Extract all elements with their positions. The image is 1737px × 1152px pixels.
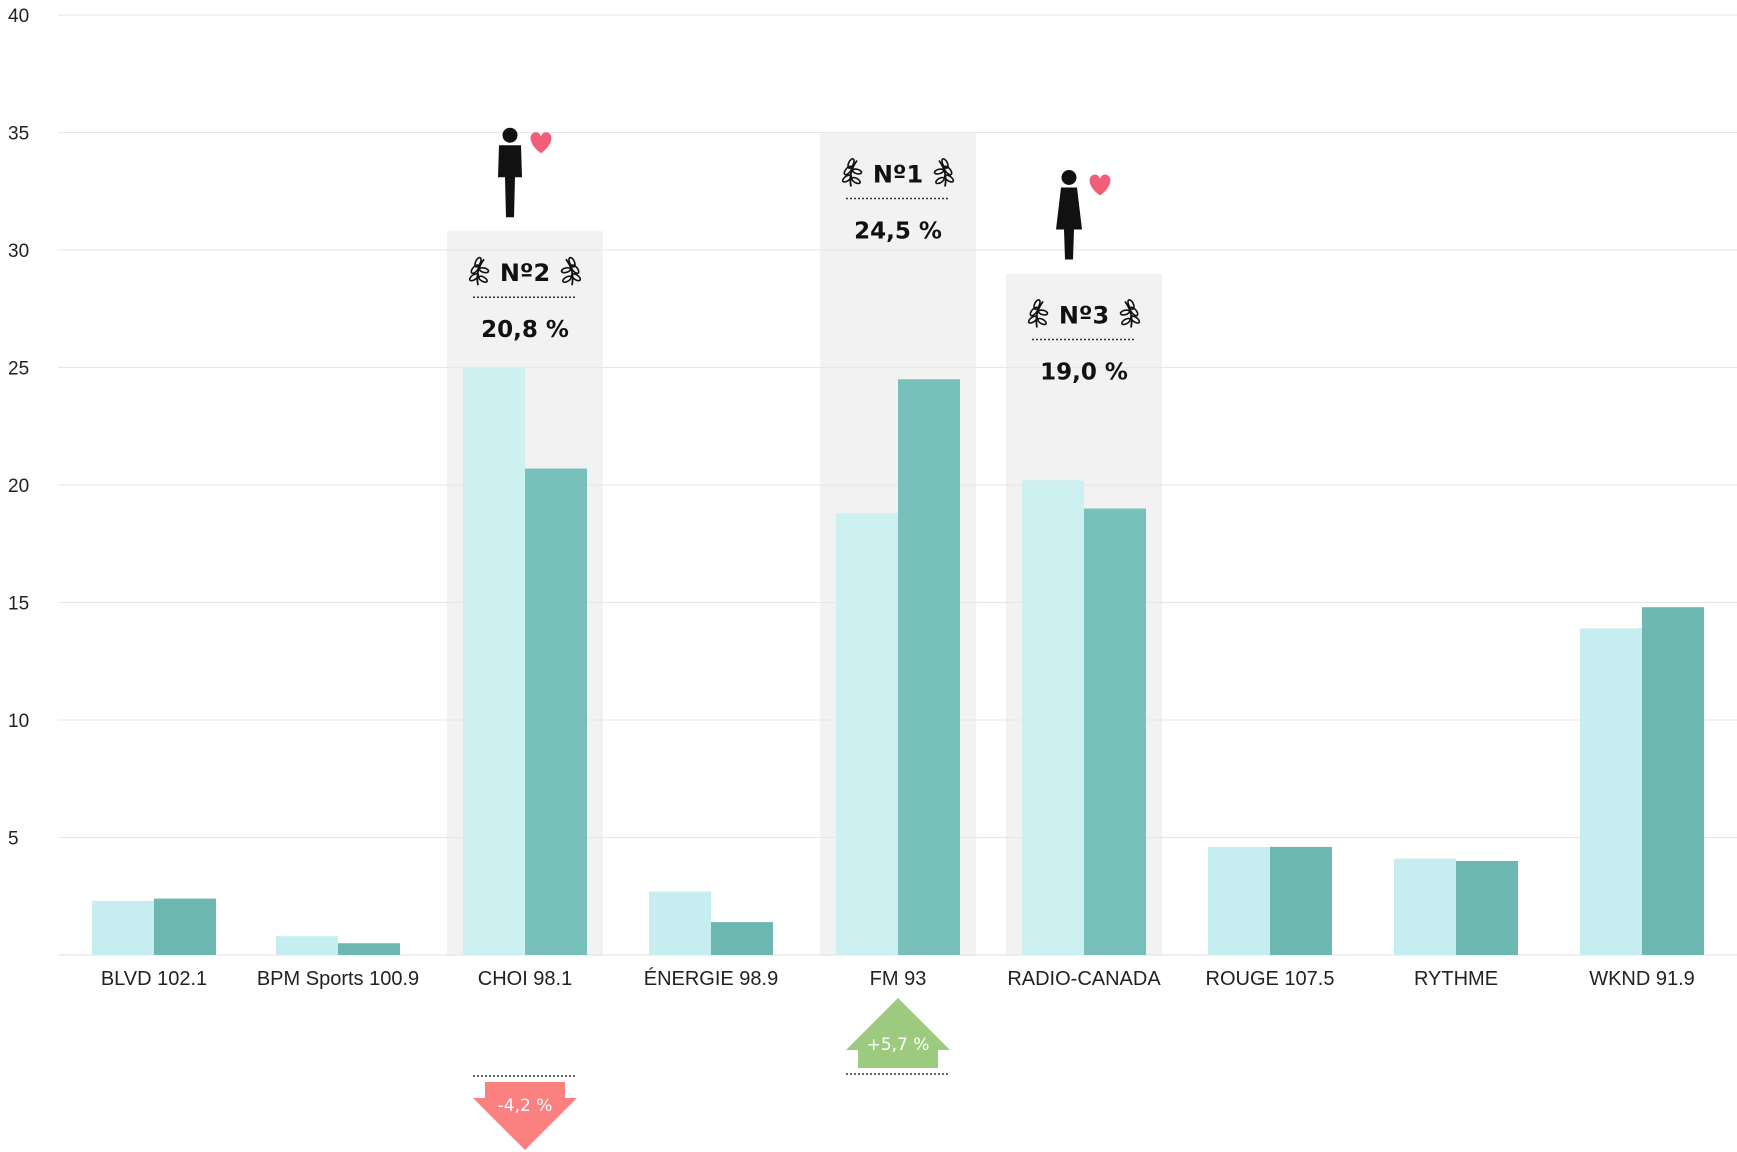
bar: [649, 891, 711, 955]
bar: [898, 379, 960, 955]
bar: [1456, 861, 1518, 955]
x-category-label: ÉNERGIE 98.9: [644, 967, 779, 990]
man-heart-icon: [498, 127, 552, 218]
rank-label: Nº2: [500, 259, 550, 287]
down-arrow-indicator: -4,2 %: [473, 1075, 577, 1150]
bar: [1394, 858, 1456, 955]
y-tick-label: 25: [8, 359, 29, 380]
x-category-label: CHOI 98.1: [478, 968, 572, 990]
change-label: +5,7 %: [867, 1035, 930, 1055]
bar: [1270, 846, 1332, 955]
person-figure: [498, 127, 522, 218]
x-category-label: ROUGE 107.5: [1206, 968, 1335, 990]
person-figure: [1056, 170, 1082, 260]
bar: [836, 513, 898, 955]
x-category-label: BPM Sports 100.9: [257, 968, 419, 990]
bar: [1642, 607, 1704, 955]
bar: [1580, 628, 1642, 955]
rank-label: Nº1: [873, 161, 923, 189]
bar: [338, 943, 400, 955]
down-arrow-icon: [473, 1082, 577, 1150]
rank-label: Nº3: [1059, 302, 1109, 330]
bar: [525, 468, 587, 955]
bar: [463, 367, 525, 955]
y-tick-label: 35: [8, 124, 29, 145]
x-category-label: WKND 91.9: [1589, 968, 1695, 990]
x-category-label: RYTHME: [1414, 968, 1498, 990]
woman-heart-icon: [1056, 170, 1111, 260]
y-tick-label: 40: [8, 6, 29, 27]
y-tick-label: 10: [8, 711, 29, 732]
heart-icon: [530, 132, 552, 154]
share-percent-label: 24,5 %: [854, 219, 942, 245]
change-label: -4,2 %: [498, 1096, 553, 1116]
y-tick-label: 5: [8, 829, 19, 850]
y-tick-label: 15: [8, 594, 29, 615]
bar: [1084, 508, 1146, 955]
share-percent-label: 19,0 %: [1040, 360, 1128, 386]
x-category-label: BLVD 102.1: [101, 968, 207, 990]
bar: [92, 900, 154, 955]
y-tick-label: 20: [8, 476, 29, 497]
up-arrow-icon: [846, 998, 950, 1068]
heart-icon: [1089, 174, 1111, 196]
bar: [276, 936, 338, 955]
x-category-label: RADIO-CANADA: [1007, 968, 1161, 990]
bar: [1208, 846, 1270, 955]
share-percent-label: 20,8 %: [481, 317, 569, 343]
y-tick-label: 30: [8, 241, 29, 262]
bar: [1022, 480, 1084, 955]
x-category-label: FM 93: [870, 968, 927, 990]
up-arrow-indicator: +5,7 %: [846, 998, 950, 1075]
bar: [711, 922, 773, 955]
bar: [154, 898, 216, 955]
